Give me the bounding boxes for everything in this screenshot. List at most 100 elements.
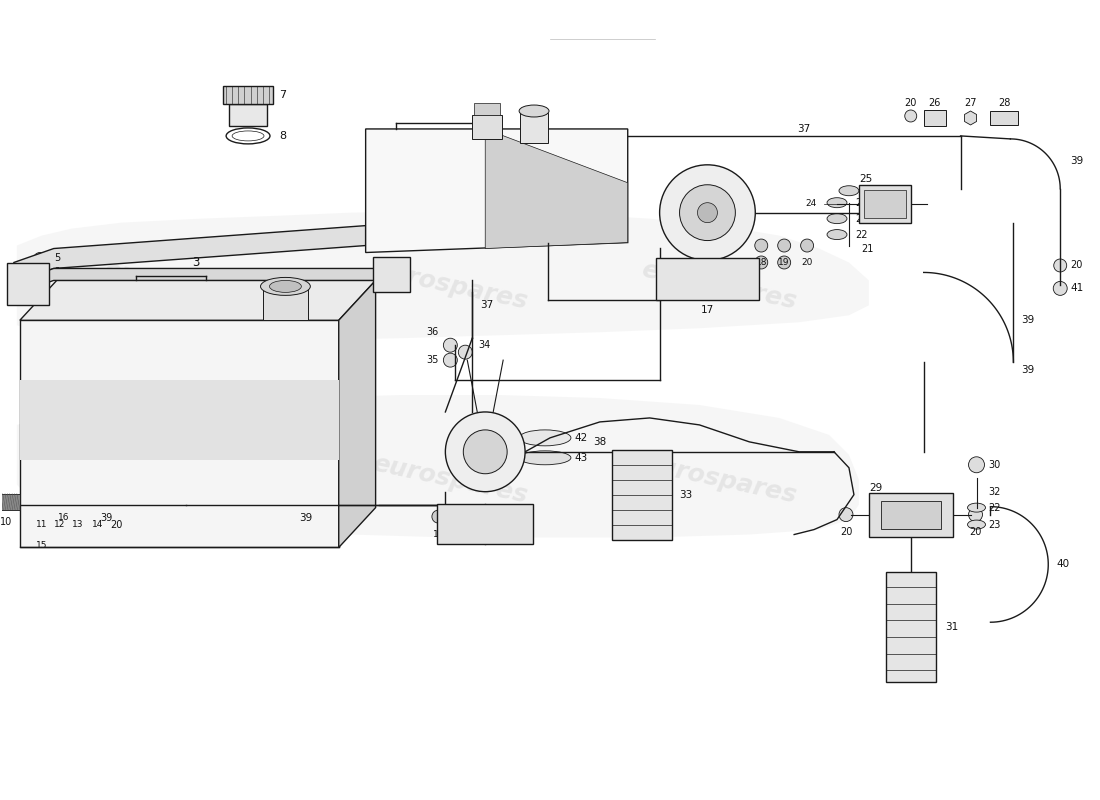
- Ellipse shape: [35, 523, 48, 535]
- Circle shape: [34, 266, 46, 278]
- Ellipse shape: [968, 520, 986, 529]
- Circle shape: [383, 260, 394, 271]
- Bar: [438, 504, 534, 543]
- Text: 20: 20: [839, 526, 853, 537]
- Bar: [474, 103, 500, 115]
- Text: eurospares: eurospares: [639, 451, 800, 508]
- Circle shape: [697, 202, 717, 222]
- Text: 18: 18: [452, 530, 464, 539]
- Bar: [869, 493, 953, 537]
- Ellipse shape: [839, 186, 859, 196]
- Text: 22: 22: [989, 502, 1001, 513]
- Circle shape: [459, 345, 472, 359]
- Bar: [881, 501, 940, 529]
- Ellipse shape: [519, 451, 571, 465]
- Ellipse shape: [35, 494, 48, 514]
- Circle shape: [383, 280, 394, 291]
- Polygon shape: [16, 395, 859, 538]
- Circle shape: [1053, 282, 1067, 295]
- Circle shape: [463, 430, 507, 474]
- Text: 24: 24: [855, 198, 867, 208]
- Text: 39: 39: [100, 513, 112, 522]
- Text: 10: 10: [0, 517, 12, 526]
- Polygon shape: [365, 129, 628, 253]
- Ellipse shape: [519, 105, 549, 117]
- Text: 20: 20: [486, 530, 498, 539]
- Polygon shape: [14, 269, 378, 294]
- Circle shape: [660, 165, 756, 261]
- Text: 30: 30: [989, 460, 1001, 470]
- Bar: [924, 110, 946, 126]
- Text: 23: 23: [855, 214, 867, 224]
- Bar: [990, 111, 1019, 125]
- Text: 20: 20: [110, 519, 123, 530]
- Circle shape: [36, 512, 47, 523]
- Ellipse shape: [827, 214, 847, 224]
- Circle shape: [469, 510, 482, 523]
- Ellipse shape: [90, 494, 104, 514]
- Text: 3: 3: [192, 256, 200, 269]
- Text: 37: 37: [798, 124, 811, 134]
- Polygon shape: [16, 210, 869, 340]
- Ellipse shape: [827, 198, 847, 208]
- Bar: [7, 263, 48, 306]
- Circle shape: [1054, 259, 1067, 272]
- Text: 6: 6: [400, 282, 407, 292]
- Circle shape: [34, 253, 46, 265]
- Text: eurospares: eurospares: [101, 258, 261, 314]
- Text: 27: 27: [965, 98, 977, 108]
- Ellipse shape: [70, 494, 85, 514]
- Polygon shape: [14, 226, 365, 282]
- Text: 38: 38: [593, 437, 606, 447]
- Text: 17: 17: [701, 306, 714, 315]
- Text: 20: 20: [1070, 261, 1082, 270]
- Circle shape: [839, 508, 853, 522]
- Bar: [520, 113, 548, 143]
- Circle shape: [443, 353, 458, 367]
- Text: 15: 15: [36, 541, 47, 550]
- Text: 17: 17: [432, 530, 444, 539]
- Text: 16: 16: [57, 513, 69, 522]
- Circle shape: [432, 510, 444, 523]
- Polygon shape: [965, 111, 977, 125]
- Text: 2: 2: [492, 106, 499, 119]
- Text: 42: 42: [575, 433, 589, 443]
- Text: 33: 33: [680, 490, 693, 500]
- Text: 5: 5: [400, 262, 407, 273]
- Text: 34: 34: [478, 340, 491, 350]
- Circle shape: [905, 110, 916, 122]
- Text: 39: 39: [1070, 156, 1084, 166]
- Ellipse shape: [827, 230, 847, 239]
- Ellipse shape: [968, 503, 986, 512]
- Circle shape: [968, 508, 982, 522]
- Text: eurospares: eurospares: [101, 451, 261, 508]
- Text: 35: 35: [426, 355, 439, 365]
- Text: 13: 13: [72, 520, 84, 529]
- Text: 7: 7: [279, 90, 286, 100]
- Circle shape: [778, 239, 791, 252]
- Text: 31: 31: [946, 622, 959, 632]
- Polygon shape: [339, 281, 375, 547]
- Text: 1: 1: [153, 389, 161, 402]
- Text: 8: 8: [279, 131, 286, 141]
- Bar: [229, 104, 267, 126]
- Bar: [223, 86, 273, 104]
- Ellipse shape: [519, 430, 571, 446]
- Text: 36: 36: [426, 327, 439, 338]
- Circle shape: [15, 290, 26, 301]
- Text: 43: 43: [575, 453, 589, 462]
- Text: 14: 14: [92, 520, 103, 529]
- Circle shape: [443, 338, 458, 352]
- Text: 11: 11: [36, 520, 47, 529]
- Bar: [859, 185, 911, 222]
- Bar: [612, 450, 672, 539]
- Text: 23: 23: [989, 519, 1001, 530]
- Bar: [864, 190, 905, 218]
- Polygon shape: [485, 129, 628, 249]
- Text: 24: 24: [806, 199, 817, 208]
- Text: 39: 39: [1022, 315, 1035, 326]
- Polygon shape: [20, 380, 339, 460]
- Circle shape: [755, 256, 768, 269]
- Text: eurospares: eurospares: [639, 258, 800, 314]
- Bar: [373, 257, 410, 292]
